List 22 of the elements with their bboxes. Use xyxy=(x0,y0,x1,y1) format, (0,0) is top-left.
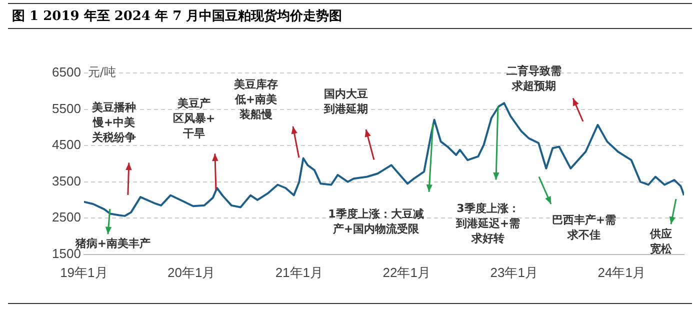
x-tick-label: 24年1月 xyxy=(598,264,646,280)
chart-title: 图 1 2019 年至 2024 年 7 月中国豆粕现货均价走势图 xyxy=(8,3,692,29)
annotation: 美豆播种慢+中美关税纷争 xyxy=(90,101,136,144)
x-tick-label: 23年1月 xyxy=(490,264,538,280)
x-tick-label: 21年1月 xyxy=(275,264,324,280)
x-tick-label: 20年1月 xyxy=(168,264,216,280)
y-tick-label: 4500 xyxy=(52,137,81,152)
x-tick-label: 19年1月 xyxy=(60,264,108,280)
annotation: 二育导致需求超预期 xyxy=(506,64,562,92)
annotation: 1季度上涨：大豆减产+国内物流受限 xyxy=(328,208,424,236)
x-tick-label: 22年1月 xyxy=(382,264,430,280)
y-axis-title: 元/吨 xyxy=(88,65,116,80)
annotation: 3季度上涨：到港延迟+需求好转 xyxy=(454,202,520,246)
annotation: 美豆产区风暴+干旱 xyxy=(172,97,216,140)
y-tick-label: 6500 xyxy=(52,64,81,80)
annotation: 供应宽松 xyxy=(648,228,673,256)
annotation: 国内大豆到港延期 xyxy=(322,88,368,116)
annotation: 巴西丰产+需求不佳 xyxy=(552,214,616,242)
y-tick-label: 5500 xyxy=(52,100,81,116)
y-tick-label: 2500 xyxy=(52,210,81,225)
y-tick-label: 3500 xyxy=(52,173,81,188)
annotation: 美豆库存低+南美装船慢 xyxy=(232,78,278,122)
